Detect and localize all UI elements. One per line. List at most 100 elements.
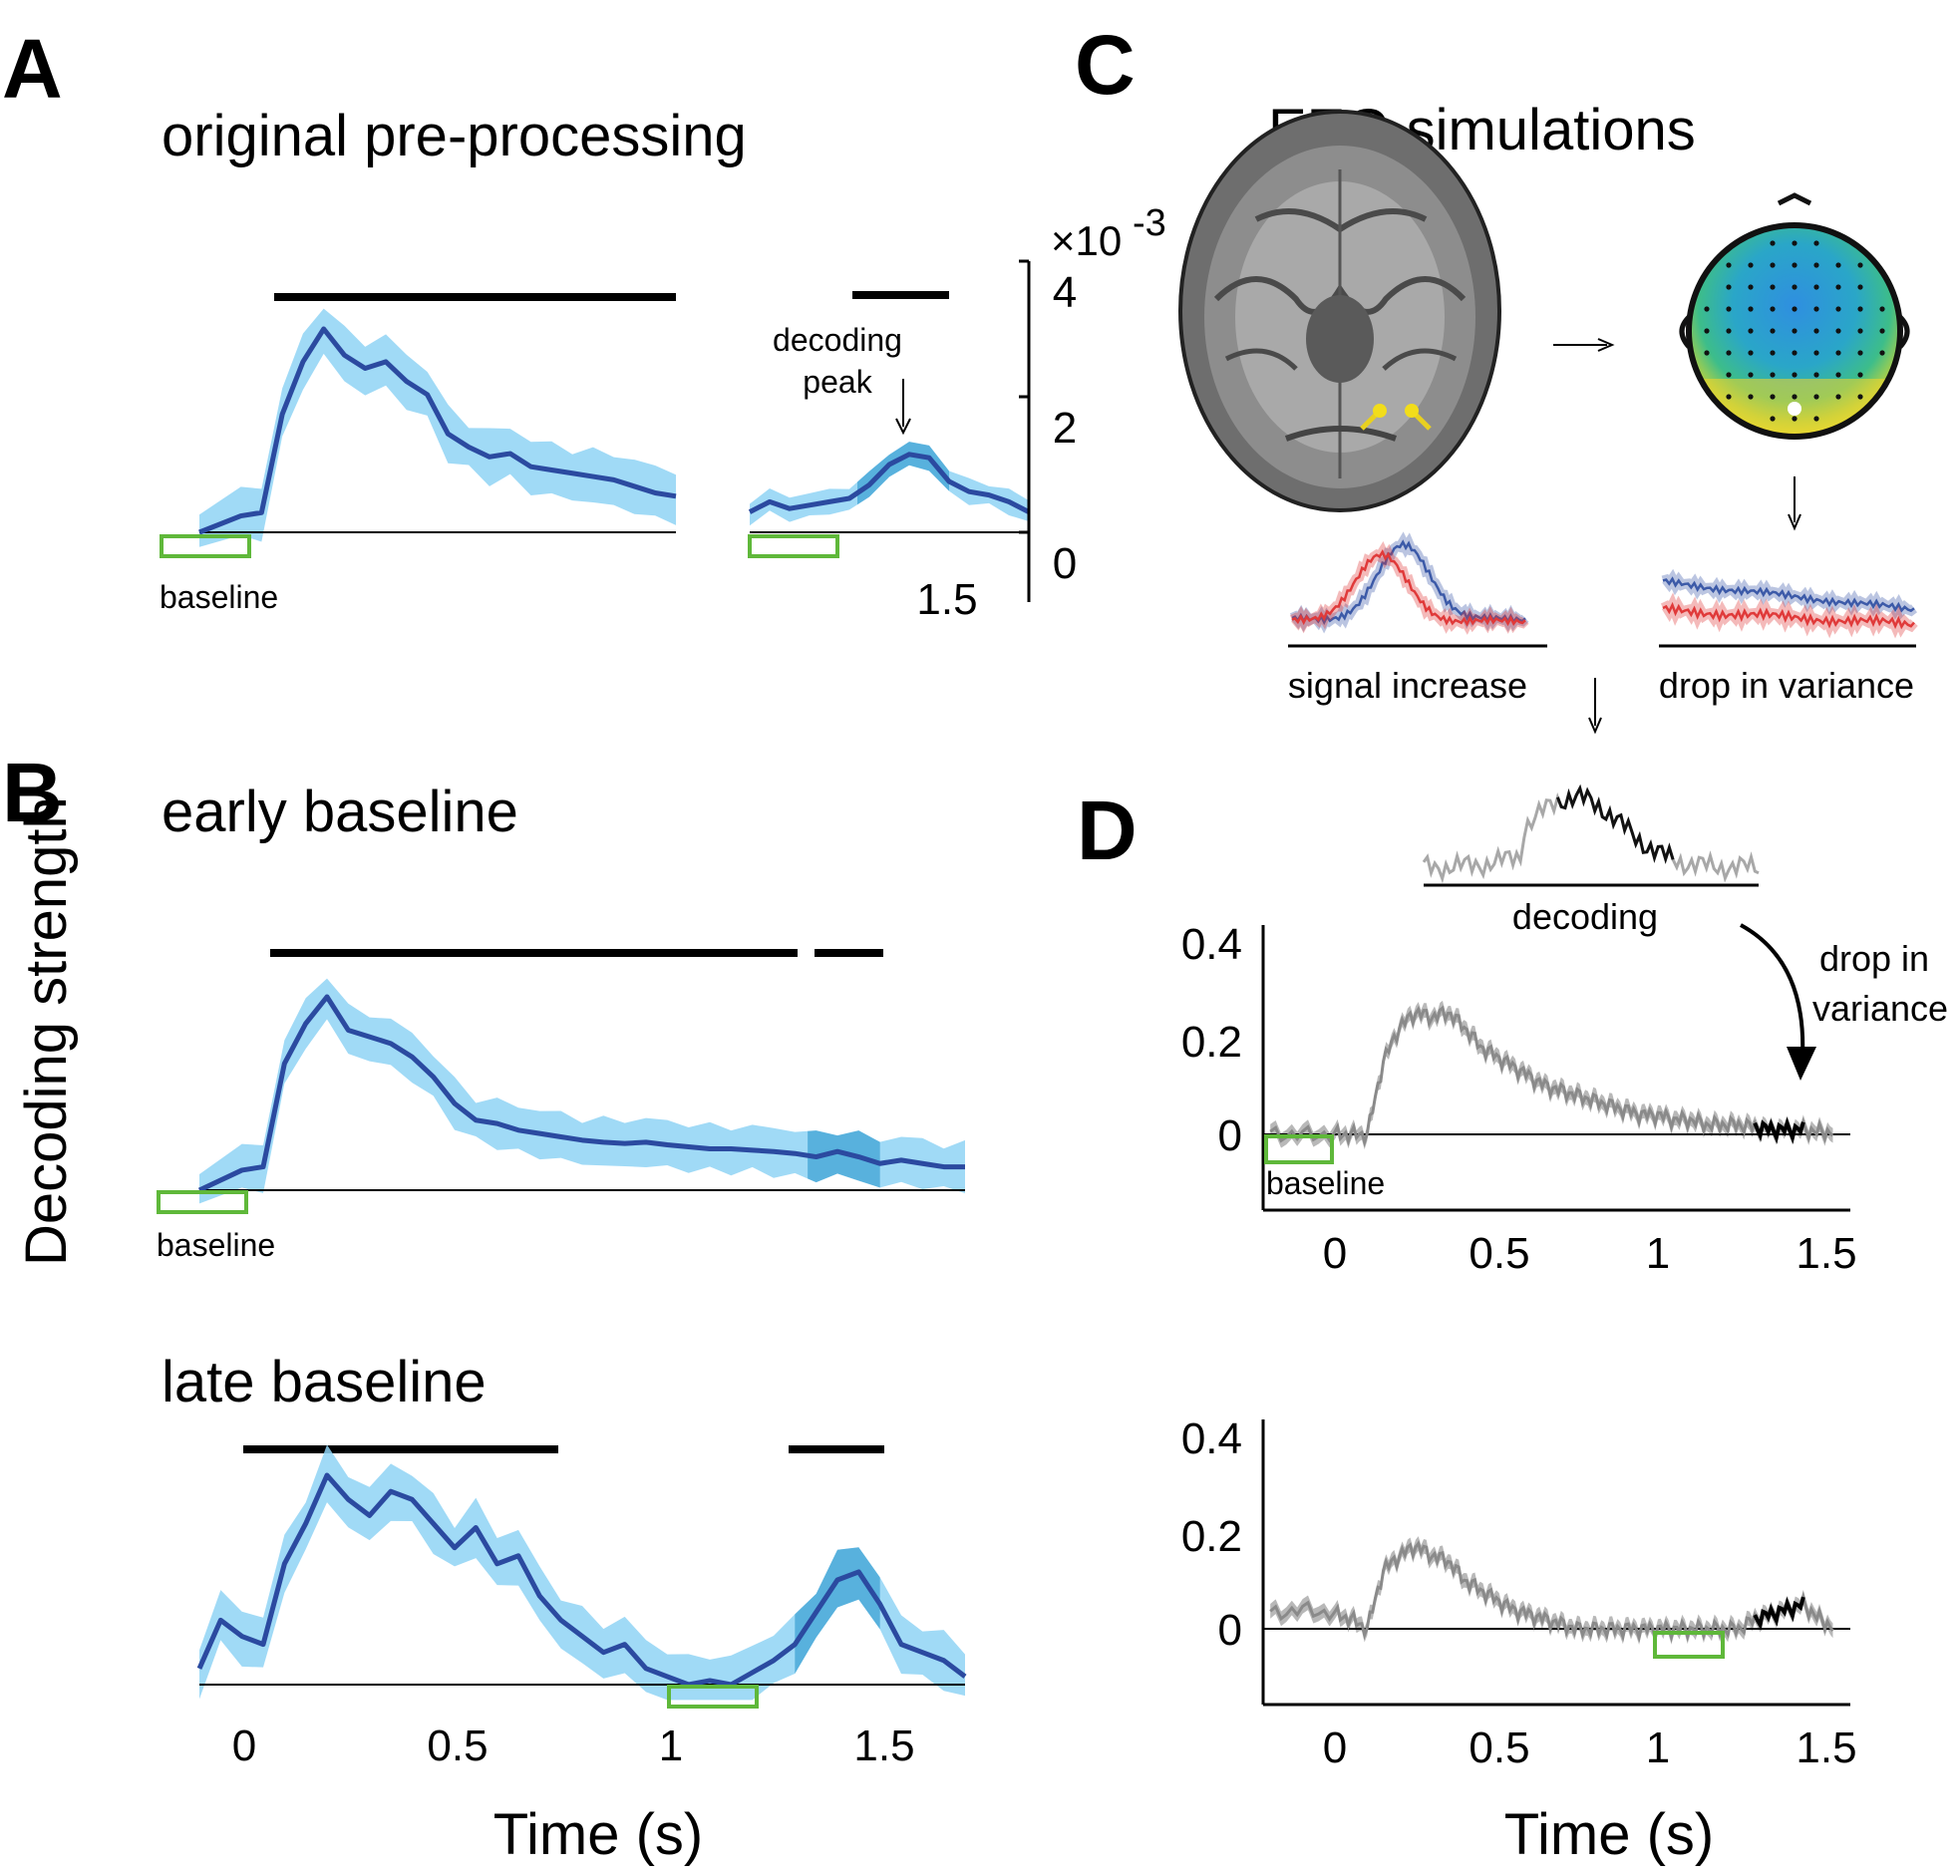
electrode-dot [1879,328,1885,334]
electrode-dot [1857,350,1863,356]
panel-d-late-ytick-0.2: 0.2 [1181,1512,1242,1561]
electrode-dot [1792,284,1797,290]
electrode-dot [1748,394,1754,400]
panel-a-plot [198,308,677,547]
electrode-dot [1792,328,1797,334]
panel-b-ylabel: Decoding strength [14,796,79,1266]
electrode-dot [1813,350,1819,356]
panel-b-early-baseline-box [157,1190,248,1214]
panel-d-annot-2: variance [1812,988,1948,1029]
drop-in-variance-plot [1660,568,1918,639]
signal-increase-plot [1289,531,1529,635]
panel-d-letter: D [1077,783,1138,877]
panel-b-baseline-label: baseline [157,1227,275,1263]
confidence-band [199,1444,965,1701]
confidence-band [750,442,1029,526]
electrode-dot [1704,306,1710,312]
electrode-dot [1857,328,1863,334]
electrode-dot [1879,350,1885,356]
panel-d-annot-1: drop in [1819,938,1929,979]
brain-mri-image [1178,110,1501,512]
electrode-dot [1748,350,1754,356]
panel-d-early-plot [1263,1000,1850,1150]
panel-c-letter: C [1075,18,1136,112]
electrode-dot [1835,328,1841,334]
panel-b-late-title: late baseline [162,1350,487,1414]
confidence-band [199,978,965,1204]
electrode-dot [1770,372,1776,378]
panel-b-letter: B [2,746,63,839]
mean-line [748,452,1031,514]
electrode-dot [1857,284,1863,290]
panel-d-xlabel: Time (s) [1504,1802,1714,1867]
electrode-dot [1726,262,1732,268]
electrode-dot [1726,350,1732,356]
electrode-dot [1835,262,1841,268]
simulation-line [1269,1005,1834,1148]
panel-a-baseline-label: baseline [160,579,278,615]
electrode-dot [1792,416,1797,422]
electrode-dot [1792,350,1797,356]
electrode-dot [1726,306,1732,312]
panel-a-title: original pre-processing [162,104,747,168]
electrode-dot [1879,306,1885,312]
drop-in-variance-label: drop in variance [1659,665,1914,706]
electrode-dot [1813,416,1819,422]
mean-line [198,326,677,535]
electrode-dot [1770,262,1776,268]
panel-d-late-xtick-1.5: 1.5 [1796,1723,1856,1772]
panel-d-late-xtick-1: 1 [1646,1723,1670,1772]
electrode-dot [1748,262,1754,268]
panel-b-xtick-0: 0 [232,1721,256,1770]
confidence-band [199,308,676,547]
panel-a-peak-label-2: peak [803,364,872,400]
mean-line [197,994,965,1193]
electrode-dot [1857,262,1863,268]
electrode-dot [1813,394,1819,400]
panel-d-early-xtick-0: 0 [1323,1229,1347,1278]
electrode-dot [1813,240,1819,246]
panel-d-late-baseline-box [1653,1631,1725,1659]
panel-b-xtick-0.5: 0.5 [427,1721,488,1770]
mean-line [196,1472,967,1688]
panel-b-xtick-1: 1 [659,1721,683,1770]
decoding-inset-label: decoding [1512,896,1658,937]
electrode-dot [1813,306,1819,312]
electrode-dot [1813,328,1819,334]
panel-a-xtick-1.5: 1.5 [916,575,977,624]
panel-a-letter: A [2,22,63,116]
electrode-dot [1748,328,1754,334]
electrode-dot [1726,284,1732,290]
panel-d-early-ytick-0.4: 0.4 [1181,920,1242,969]
significant-segment [1753,1596,1805,1631]
head-topography [1679,192,1910,440]
panel-a-ytick-2: 2 [1053,404,1077,453]
inset-significant-trace [1556,783,1675,864]
simulation-line [1269,1540,1834,1644]
panel-b-early-plot [197,978,965,1204]
electrode-dot [1792,394,1797,400]
panel-b-late-plot [196,1444,967,1701]
panel-d-early-ytick-0: 0 [1218,1111,1242,1160]
electrode-dot [1792,372,1797,378]
electrode-dot [1748,372,1754,378]
electrode-dot [1835,372,1841,378]
electrode-dot [1792,262,1797,268]
trace-line [1662,601,1915,630]
panel-d-early-xtick-1: 1 [1646,1229,1670,1278]
signal-increase-label: signal increase [1288,665,1527,706]
electrode-dot [1835,306,1841,312]
panel-b-xlabel: Time (s) [493,1802,703,1867]
panel-d-late-ytick-0.4: 0.4 [1181,1414,1242,1463]
panel-d-early-xtick-1.5: 1.5 [1796,1229,1856,1278]
trace-line [1662,576,1915,613]
electrode-dot [1770,416,1776,422]
panel-a-ytick-4: 4 [1053,268,1077,317]
drop-in-variance-arrow [1740,923,1805,1058]
panel-d-late-xtick-0.5: 0.5 [1469,1723,1529,1772]
panel-d-baseline-label: baseline [1266,1165,1385,1201]
panel-a-baseline-box [160,534,251,558]
electrode-dot [1813,372,1819,378]
electrode-dot [1770,394,1776,400]
